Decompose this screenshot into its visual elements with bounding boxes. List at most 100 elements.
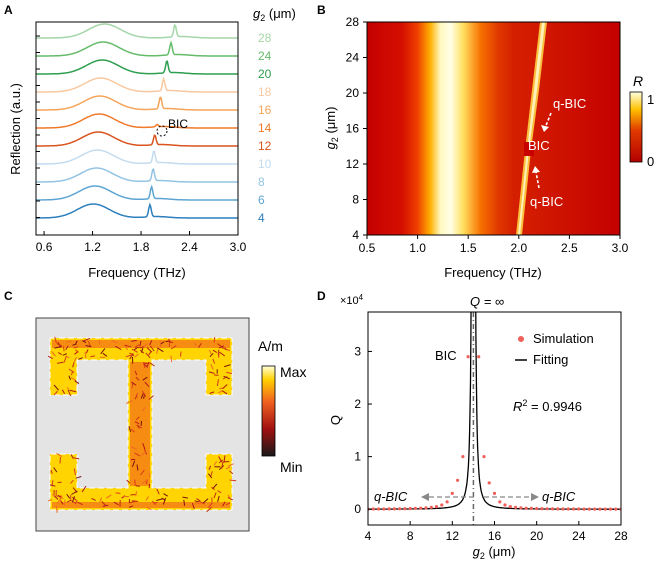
panel-c-current-arrow [229, 479, 237, 482]
panel-c-current-arrow [70, 499, 77, 505]
panel-c-current-arrow [209, 391, 215, 394]
panel-c-current-arrow [223, 375, 230, 380]
panel-c-current-arrow [68, 368, 75, 374]
panel-c-current-arrow [131, 339, 137, 342]
panel-b-arrow-up [535, 171, 540, 189]
panel-c-current-arrow [54, 346, 62, 349]
panel-c-current-arrow [144, 381, 150, 388]
panel-c-current-arrow [163, 493, 168, 497]
panel-c-current-arrow [74, 340, 78, 345]
panel-c-current-arrow [131, 383, 134, 389]
panel-a-curve-16 [36, 95, 238, 111]
panel-c-current-arrow [218, 456, 223, 463]
panel-c-current-arrow [134, 421, 140, 425]
panel-b-colorbar-label: R [633, 73, 643, 89]
panel-c-current-arrow [56, 361, 64, 364]
panel-c-current-arrow [51, 350, 56, 357]
panel-c-current-arrow [72, 496, 77, 501]
panel-c-current-arrow [208, 465, 212, 470]
panel-c-current-arrow [180, 351, 182, 357]
panel-c-current-arrow [146, 347, 153, 353]
panel-d-qbic-right: q-BIC [542, 489, 576, 504]
panel-c-current-arrow [47, 355, 53, 360]
panel-a-curve-6 [36, 184, 238, 201]
panel-d-top-label: Q = ∞ [470, 294, 504, 309]
panel-c-current-arrow [115, 345, 122, 351]
panel-b-ytick-label: 20 [346, 86, 360, 100]
panel-d-simulation-point [477, 355, 481, 359]
panel-c-current-arrow [126, 400, 133, 404]
panel-a-series-label-6: 6 [258, 193, 265, 207]
panel-c-current-arrow [198, 342, 202, 348]
panel-c-current-arrow [70, 479, 74, 484]
panel-d-simulation-point [450, 491, 454, 495]
panel-d-simulation-point [614, 507, 618, 511]
panel-b-colorbar-max: 1 [647, 92, 654, 107]
panel-c-current-arrow [75, 476, 82, 479]
panel-c-current-arrow [131, 460, 136, 467]
panel-c-current-arrow [148, 351, 152, 356]
panel-d-legend-simulation-marker [518, 336, 524, 342]
panel-d-legend-simulation: Simulation [533, 331, 594, 346]
panel-c-current-arrow [91, 497, 96, 501]
panel-a-series-label-8: 8 [258, 175, 265, 189]
panel-c-colorbar [261, 365, 276, 457]
panel-c-current-arrow [85, 345, 92, 347]
panel-c-current-arrow [113, 501, 119, 506]
panel-c-current-arrow [146, 362, 150, 367]
panel-a-ylabel: Reflection (a.u.) [8, 83, 23, 175]
panel-d-simulation-point [603, 507, 607, 511]
panel-c-current-arrow [71, 490, 78, 495]
panel-c-current-arrow [130, 446, 138, 450]
panel-c-current-arrow [53, 467, 58, 473]
panel-d-ylabel: Q [328, 415, 343, 425]
panel-c-current-arrow [227, 494, 232, 500]
panel-a-xtick-label: 3.0 [230, 240, 247, 254]
panel-b-xtick-label: 1.5 [460, 241, 477, 255]
panel-c-colorbar-min: Min [280, 459, 303, 475]
panel-b-ytick-label: 16 [346, 122, 360, 136]
panel-c-current-arrow [217, 490, 222, 494]
panel-c-current-arrow [142, 376, 148, 381]
panel-c-current-arrow [85, 349, 89, 354]
panel-c-current-arrow [140, 469, 145, 476]
panel-c-current-arrow [106, 494, 112, 499]
panel-c-current-arrow [68, 375, 71, 380]
panel-c-current-arrow [102, 504, 109, 507]
panel-a-bic-marker [156, 125, 168, 137]
panel-b-qbic-top: q-BIC [553, 96, 586, 111]
panel-c-current-arrow [227, 463, 234, 467]
panel-c-current-arrow [131, 381, 137, 386]
panel-c-current-arrows [47, 336, 237, 513]
panel-c-current-arrow [125, 354, 132, 358]
panel-c-current-arrow [83, 337, 91, 342]
panel-c-current-arrow [66, 493, 71, 499]
panel-a-curve-28 [36, 23, 238, 39]
panel-c-current-arrow [77, 501, 83, 506]
panel-c-current-arrow [134, 353, 139, 358]
panel-c-current-arrow [208, 473, 213, 479]
panel-a-xtick-label: 1.8 [133, 240, 150, 254]
panel-d-simulation-point [445, 500, 449, 504]
panel-c-current-arrow [143, 363, 148, 368]
panel-c-current-arrow [219, 351, 226, 357]
panel-d-xlabel: g2 (μm) [473, 544, 516, 561]
panel-c-current-arrow [54, 495, 59, 500]
panel-c-current-arrow [209, 352, 214, 358]
panel-c-current-arrow [157, 347, 164, 353]
panel-b-y-ticks: 4 8 12 16 20 24 28 [346, 15, 367, 242]
panel-d-simulation-point [577, 507, 581, 511]
panel-c-current-arrow [142, 407, 146, 412]
panel-a-y-ticks [36, 35, 40, 218]
panel-c-current-arrow [65, 345, 69, 351]
panel-d-simulation-point [519, 506, 523, 510]
panel-d-simulation-points [368, 355, 621, 511]
panel-c-current-arrow [128, 425, 132, 433]
panel-a-curve-12 [36, 131, 238, 147]
panel-d-legend-fitting: Fitting [533, 352, 568, 367]
panel-c-current-arrow [49, 484, 56, 487]
panel-c-current-arrow [156, 498, 163, 501]
panel-d-xtick-label: 16 [488, 529, 502, 543]
panel-a-xtick-label: 0.6 [36, 240, 53, 254]
